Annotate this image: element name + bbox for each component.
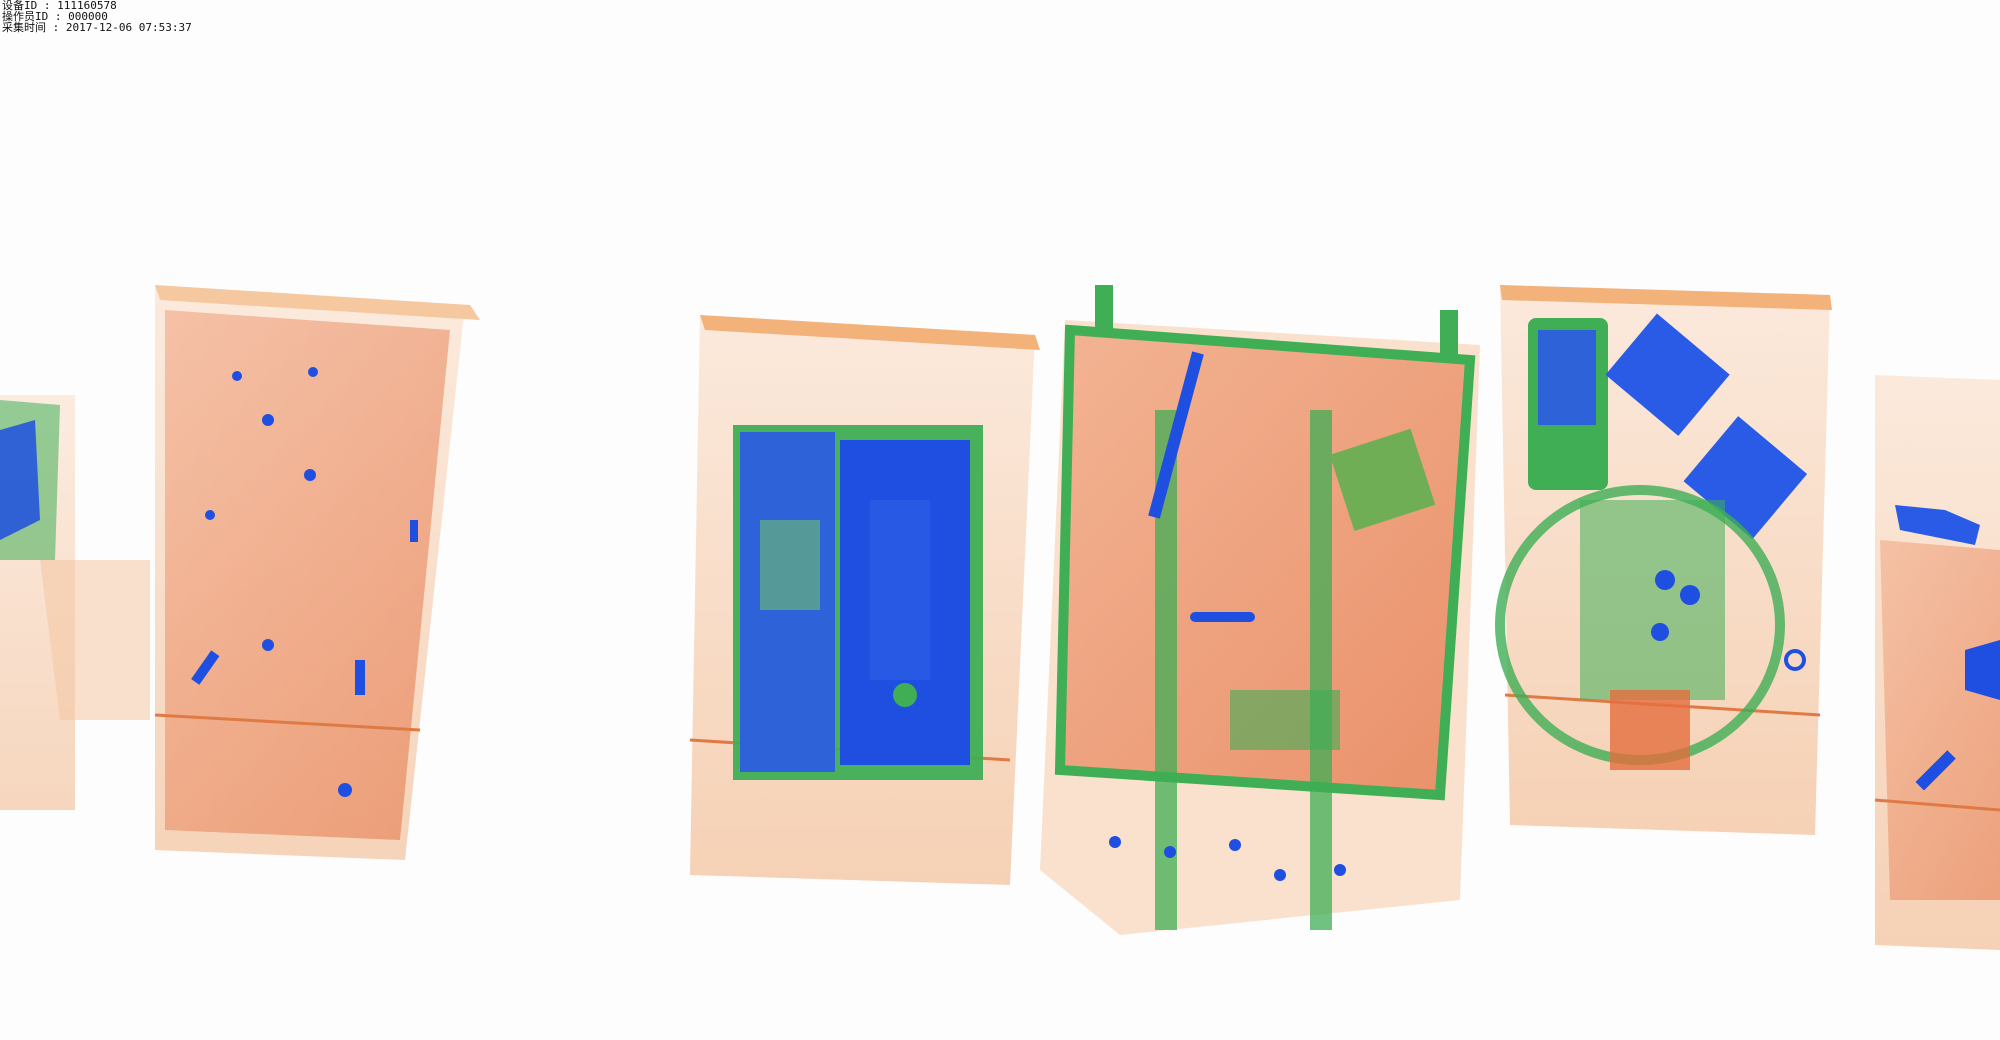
operator-id-text: 操作员ID : 000000 <box>2 10 108 23</box>
bin-left-partial <box>0 395 150 810</box>
bin-4-electronics <box>1495 285 1832 835</box>
scan-info-overlay: 设备ID : 111160578 操作员ID : 000000 采集时间 : 2… <box>2 0 192 33</box>
bin-3-bag <box>1040 285 1480 935</box>
bin-2-laptop <box>689 315 1040 885</box>
bin-1 <box>154 285 480 860</box>
capture-time-text: 采集时间 : 2017-12-06 07:53:37 <box>2 21 192 34</box>
device-id-text: 设备ID : 111160578 <box>2 0 117 12</box>
bin-right-partial <box>1874 375 2000 950</box>
